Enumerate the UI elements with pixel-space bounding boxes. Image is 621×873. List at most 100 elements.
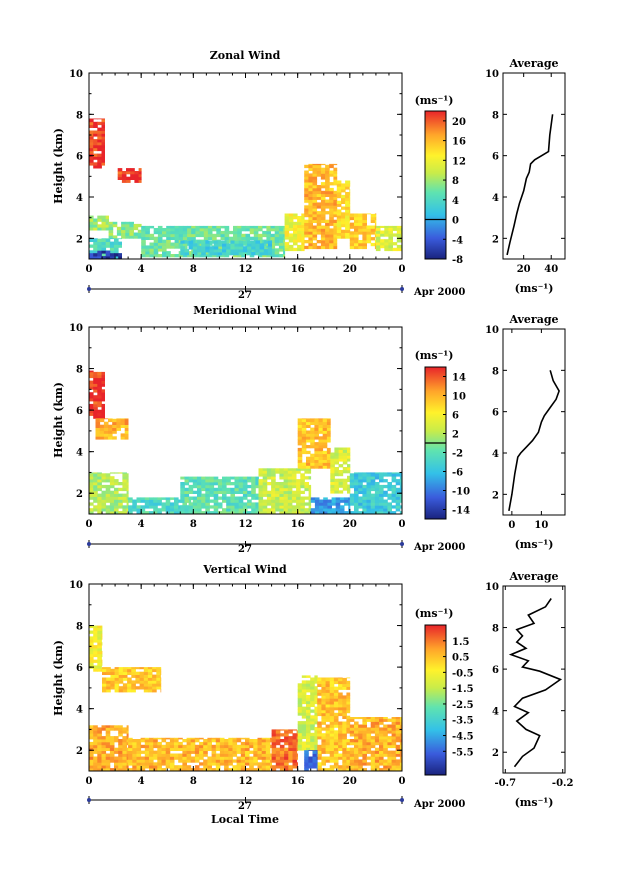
- heatmap-cell: [209, 240, 215, 244]
- heatmap-cell: [288, 236, 294, 240]
- heatmap-cell: [362, 496, 367, 500]
- heatmap-cell: [304, 768, 309, 772]
- heatmap-cell: [338, 730, 343, 734]
- heatmap-cell: [267, 243, 272, 247]
- heatmap-cell: [338, 464, 344, 468]
- heatmap-cell: [149, 759, 154, 763]
- heatmap-cell: [310, 497, 316, 500]
- heatmap-cell: [141, 248, 146, 252]
- heatmap-cell: [321, 739, 326, 743]
- heatmap-cell: [89, 398, 94, 402]
- heatmap-cell: [329, 695, 335, 699]
- heatmap-cell: [387, 744, 392, 749]
- heatmap-cell: [399, 759, 403, 763]
- heatmap-cell: [379, 499, 384, 503]
- heatmap-cell: [97, 733, 102, 737]
- heatmap-cell: [215, 739, 221, 743]
- heatmap-cell: [195, 254, 200, 258]
- heatmap-cell: [301, 747, 307, 751]
- heatmap-cell: [399, 741, 403, 746]
- heatmap-cell: [326, 462, 331, 466]
- heatmap-cell: [101, 383, 105, 387]
- heatmap-cell: [375, 247, 381, 252]
- heatmap-cell: [333, 167, 338, 171]
- colorbar-tick-label: -4: [452, 235, 463, 246]
- heatmap-cell: [316, 762, 318, 766]
- heatmap-cell: [329, 759, 335, 763]
- heatmap-cell: [89, 250, 94, 254]
- heatmap-cell: [349, 209, 351, 213]
- y-tick-label: 6: [76, 663, 83, 674]
- heatmap-cell: [320, 173, 326, 177]
- heatmap-cell: [93, 124, 98, 128]
- heatmap-cell: [279, 733, 285, 737]
- heatmap-cell: [199, 741, 204, 746]
- colorbar-tick-label: 0: [452, 216, 459, 227]
- heatmap-cell: [149, 768, 154, 772]
- heatmap-cell: [358, 473, 363, 477]
- heatmap-cell: [354, 759, 359, 763]
- heatmap-cell: [374, 717, 380, 720]
- heatmap-cell: [97, 756, 102, 760]
- heatmap-cell: [207, 739, 212, 743]
- heatmap-cell: [224, 228, 230, 232]
- heatmap-cell: [293, 239, 298, 243]
- heatmap-cell: [237, 254, 242, 258]
- heatmap-cell: [341, 197, 346, 202]
- heatmap-cell: [306, 680, 311, 684]
- heatmap-cell: [266, 493, 272, 497]
- heatmap-cell: [242, 487, 248, 492]
- heatmap-cell: [306, 433, 311, 437]
- heatmap-cell: [283, 484, 289, 489]
- heatmap-cell: [399, 482, 403, 486]
- heatmap-cell: [348, 497, 351, 500]
- heatmap-cell: [169, 505, 175, 509]
- heatmap-cell: [312, 765, 318, 769]
- heatmap-cell: [338, 701, 343, 705]
- heatmap-cell: [226, 502, 231, 506]
- heatmap-cell: [314, 706, 318, 710]
- heatmap-cell: [314, 462, 319, 466]
- heatmap-cell: [194, 750, 200, 754]
- heatmap-cell: [249, 768, 254, 772]
- heatmap-cell: [232, 739, 238, 743]
- heatmap-cell: [379, 736, 384, 740]
- heatmap-cell: [370, 476, 376, 480]
- heatmap-cell: [89, 642, 94, 646]
- heatmap-cell: [199, 737, 204, 740]
- heatmap-cell: [118, 667, 124, 670]
- heatmap-cell: [333, 756, 339, 760]
- heatmap-cell: [349, 226, 351, 231]
- heatmap-cell: [122, 765, 127, 769]
- heatmap-cell: [147, 671, 153, 675]
- heatmap-cell: [322, 453, 328, 457]
- heatmap-cell: [341, 212, 346, 216]
- heatmap-cell: [132, 768, 137, 772]
- heatmap-cell: [345, 206, 350, 210]
- heatmap-cell: [288, 224, 294, 228]
- heatmap-cell: [293, 230, 298, 234]
- heatmap-cell: [211, 750, 217, 754]
- heatmap-cell: [178, 744, 183, 749]
- heatmap-cell: [205, 243, 210, 247]
- heatmap-cell: [182, 750, 187, 754]
- heatmap-cell: [366, 762, 372, 766]
- heatmap-cell: [126, 482, 129, 486]
- heatmap-cell: [93, 409, 98, 413]
- heatmap-cell: [392, 247, 398, 252]
- heatmap-cell: [275, 759, 281, 763]
- heatmap-cell: [118, 733, 123, 737]
- heatmap-cell: [374, 753, 380, 757]
- heatmap-cell: [97, 227, 102, 231]
- heatmap-cell: [333, 686, 339, 690]
- heatmap-cell: [366, 739, 372, 743]
- heatmap-cell: [306, 738, 311, 742]
- heatmap-cell: [292, 759, 298, 763]
- y-tick-label: 8: [76, 365, 83, 376]
- heatmap-cell: [362, 237, 367, 241]
- heatmap-cell: [304, 240, 309, 244]
- heatmap-cell: [89, 479, 94, 483]
- heatmap-cell: [374, 765, 380, 769]
- heatmap-cell: [320, 245, 326, 250]
- heatmap-cell: [275, 733, 281, 737]
